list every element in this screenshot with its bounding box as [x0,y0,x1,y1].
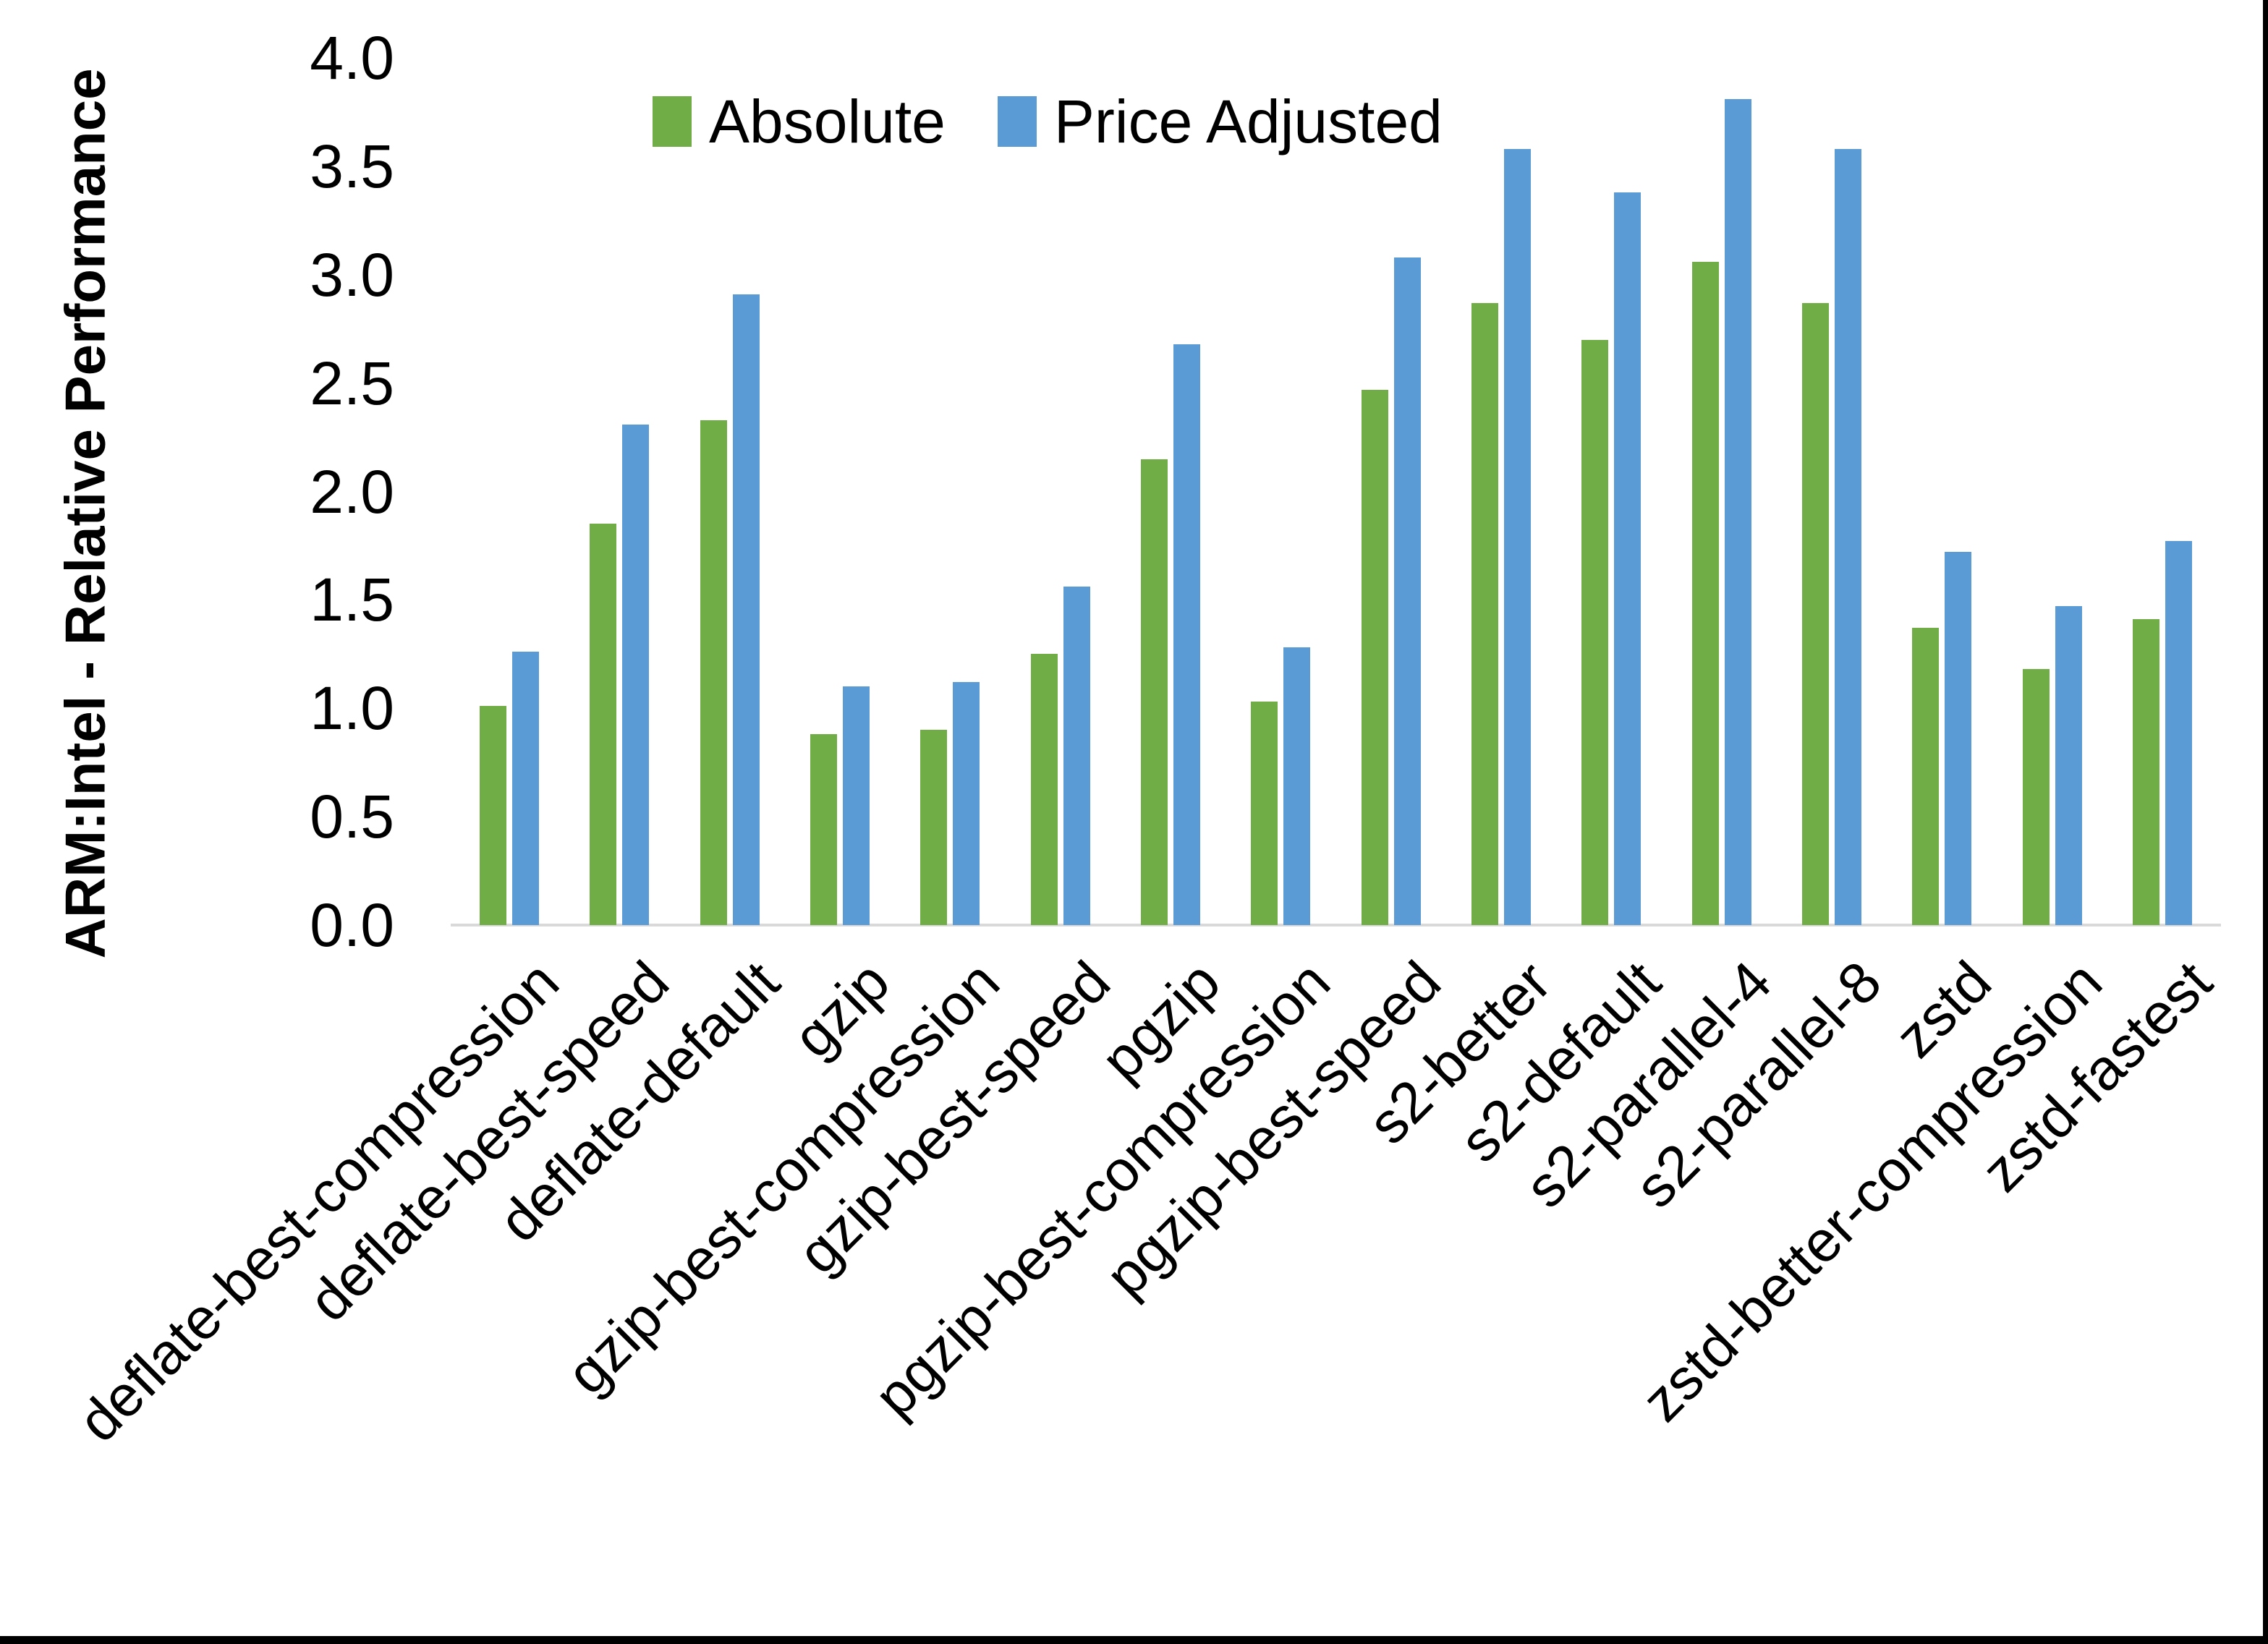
y-tick-label-0.5: 0.5 [310,783,394,851]
y-axis-title: ARM:Intel - Relative Performance [53,68,117,959]
price-adjusted-bar-s2-parallel-8 [1835,149,1861,925]
absolute-bar-zstd-fastest [2133,619,2159,925]
price-adjusted-bar-deflate-best-speed [622,425,649,925]
price-adjusted-bar-pgzip-best-speed [1394,257,1421,925]
price-adjusted-bar-deflate-best-compression [512,652,539,925]
price-adjusted-bar-zstd-better-compression [2055,606,2082,925]
y-tick-label-2.5: 2.5 [310,349,394,417]
absolute-bar-pgzip [1141,459,1168,925]
price-adjusted-bar-s2-default [1614,192,1641,925]
absolute-bar-s2-default [1581,340,1608,925]
x-axis-line [451,924,2221,927]
y-tick-label-4.0: 4.0 [310,24,394,92]
price-adjusted-bar-pgzip-best-compression [1283,647,1310,925]
y-tick-label-0.0: 0.0 [310,891,394,959]
absolute-bar-gzip [810,734,837,925]
absolute-bar-s2-parallel-4 [1692,262,1719,925]
price-adjusted-bar-pgzip [1173,344,1200,925]
price-adjusted-bar-gzip [843,686,870,925]
price-adjusted-bar-s2-parallel-4 [1725,99,1751,925]
y-tick-label-3.0: 3.0 [310,240,394,309]
price-adjusted-bar-gzip-best-compression [953,682,980,925]
y-tick-label-3.5: 3.5 [310,132,394,200]
legend-item-absolute: Absolute [653,91,946,152]
absolute-bar-s2-better [1471,303,1498,925]
legend: Absolute Price Adjusted [653,91,1443,152]
price-adjusted-series-swatch-icon [997,96,1037,147]
legend-item-price-adjusted: Price Adjusted [997,88,1443,156]
price-adjusted-bar-zstd [1945,552,1971,925]
y-tick-label-2.0: 2.0 [310,457,394,526]
absolute-bar-s2-parallel-8 [1802,303,1829,925]
legend-label-absolute: Absolute [709,88,946,156]
y-tick-label-1.0: 1.0 [310,674,394,743]
absolute-bar-zstd [1912,628,1939,925]
price-adjusted-bar-s2-better [1504,149,1531,925]
screenshot-right-border [2263,0,2268,1644]
price-adjusted-bar-gzip-best-speed [1063,587,1090,925]
absolute-bar-zstd-better-compression [2023,669,2050,925]
absolute-bar-deflate-default [700,420,727,925]
price-adjusted-bar-zstd-fastest [2165,541,2192,925]
absolute-bar-pgzip-best-compression [1251,702,1278,925]
absolute-series-swatch-icon [653,96,692,147]
price-adjusted-bar-deflate-default [733,294,760,925]
absolute-bar-deflate-best-compression [480,706,506,925]
legend-label-price-adjusted: Price Adjusted [1053,88,1443,156]
absolute-bar-gzip-best-compression [920,730,947,925]
absolute-bar-deflate-best-speed [590,524,616,925]
screenshot-bottom-border [0,1636,2268,1644]
absolute-bar-pgzip-best-speed [1362,390,1388,925]
y-tick-label-1.5: 1.5 [310,566,394,634]
absolute-bar-gzip-best-speed [1031,654,1058,925]
